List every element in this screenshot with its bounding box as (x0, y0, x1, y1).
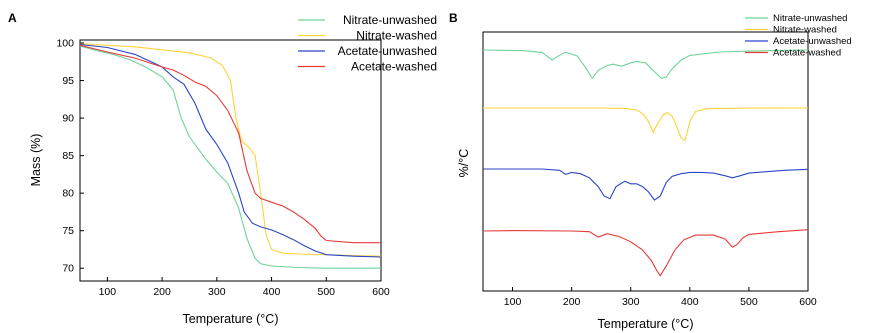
panel-b-legend: Nitrate-unwashedNitrate-washedAcetate-un… (745, 13, 852, 59)
panel-b-legend-label-4: Acetate-washed (773, 48, 841, 59)
panel-b-legend-label-1: Nitrate-unwashed (773, 13, 847, 24)
panel-a-y-tick-label: 95 (62, 75, 74, 87)
panel-a-series-line-3 (79, 43, 382, 258)
panel-a-x-tick-label: 200 (153, 286, 171, 298)
panel-a-x-tick-label: 500 (318, 286, 336, 298)
panel-a-y-tick-label: 80 (62, 188, 74, 200)
panel-a-y-tick-label: 70 (62, 263, 74, 275)
panel-b-series-line-4 (482, 229, 809, 277)
panel-a-x-tick-label: 300 (208, 286, 226, 298)
panel-a-x-tick-label: 400 (263, 286, 281, 298)
panel-a-legend-label-2: Nitrate-washed (356, 29, 437, 43)
panel-a-plot-frame (79, 39, 382, 282)
panel-b-x-axis-title: Temperature (°C) (598, 317, 694, 331)
panel-a-y-axis-title: Mass (%) (29, 134, 43, 187)
panel-a-x-axis-title: Temperature (°C) (183, 312, 279, 326)
panel-b-x-tick-label: 300 (622, 296, 640, 308)
panel-a-letter: A (8, 11, 17, 25)
panel-b-dtg-chart: B 100 200 300 400 500 600 Temperature (°C) %/… (449, 11, 852, 331)
panel-b-y-axis-title: %/°C (457, 149, 471, 178)
panel-a-legend-label-3: Acetate-unwashed (338, 44, 437, 58)
panel-b-x-tick-label: 400 (681, 296, 699, 308)
panel-b-plot-frame (482, 31, 809, 292)
panel-a-legend: Nitrate-unwashed Nitrate-washedAcetate-un… (298, 13, 437, 74)
panel-a-x-ticks: 100 200 300 400 500 600 (99, 277, 390, 298)
panel-a-series-lines (79, 43, 382, 269)
panel-a-y-tick-label: 100 (56, 38, 74, 50)
panel-a-y-tick-label: 85 (62, 150, 74, 162)
panel-a-y-tick-label: 90 (62, 113, 74, 125)
panel-a-series-line-4 (79, 44, 381, 244)
panel-b-x-tick-label: 200 (563, 296, 581, 308)
panel-b-series-line-3 (483, 168, 809, 201)
panel-a-legend-label-4: Acetate-washed (351, 60, 437, 74)
panel-a-series-line-2 (79, 43, 382, 257)
panel-a-y-ticks: 70 75 80 85 90 95 100 (56, 38, 84, 275)
panel-b-legend-label-3: Acetate-unwashed (773, 36, 852, 47)
panel-b-x-ticks: 100 200 300 400 500 600 (504, 287, 817, 308)
panel-b-series-lines (482, 49, 809, 277)
panel-a-legend-label-1: Nitrate-unwashed (343, 13, 437, 27)
panel-b-x-tick-label: 500 (740, 296, 758, 308)
panel-b-legend-label-2: Nitrate-washed (773, 25, 837, 36)
panel-a-y-tick-label: 75 (62, 225, 74, 237)
panel-a-x-tick-label: 600 (372, 286, 390, 298)
panel-a-tga-chart: A 100 200 300 400 500 600 70 75 80 85 90 95 100 Tem… (8, 11, 437, 326)
panel-b-letter: B (449, 11, 458, 25)
panel-b-series-line-2 (483, 107, 809, 142)
panel-b-series-line-1 (482, 49, 809, 80)
panel-b-x-tick-label: 600 (799, 296, 817, 308)
panel-a-x-tick-label: 100 (99, 286, 117, 298)
panel-a-series-line-1 (79, 45, 381, 269)
panel-b-x-tick-label: 100 (504, 296, 522, 308)
